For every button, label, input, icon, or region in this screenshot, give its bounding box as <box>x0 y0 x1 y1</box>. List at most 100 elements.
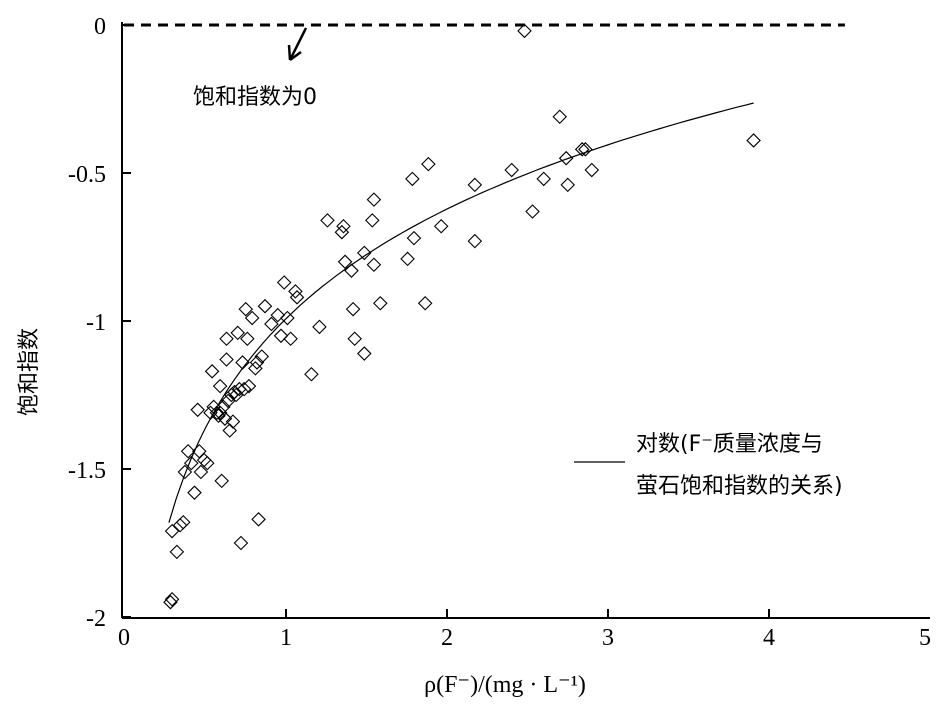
data-point <box>220 393 236 409</box>
x-tick-label: 2 <box>441 625 453 651</box>
data-point <box>212 405 228 421</box>
x-tick-labels: 0 1 2 3 4 5 <box>118 625 931 651</box>
data-point <box>251 512 266 527</box>
data-point <box>320 213 335 228</box>
data-point <box>219 331 234 347</box>
x-ticks <box>285 609 770 618</box>
data-point <box>345 301 361 317</box>
data-point <box>373 295 388 311</box>
annotation-text: 饱和指数为0 <box>193 85 317 110</box>
data-point <box>347 331 362 347</box>
data-point <box>164 591 180 607</box>
data-point <box>270 307 286 323</box>
data-point <box>365 213 380 228</box>
data-point <box>517 23 532 39</box>
y-tick-label: -1 <box>86 310 106 336</box>
data-point <box>187 485 202 500</box>
data-point <box>264 316 279 332</box>
data-point <box>214 473 229 489</box>
data-point <box>217 411 233 426</box>
data-point <box>257 298 273 314</box>
data-point <box>304 367 319 382</box>
legend-label-line1: 对数(F⁻质量浓度与 <box>636 432 823 457</box>
data-point <box>184 455 199 471</box>
data-point <box>417 295 433 311</box>
data-point <box>405 171 420 187</box>
data-point <box>175 515 191 530</box>
x-tick-label: 4 <box>763 625 775 651</box>
x-tick-label: 1 <box>280 625 292 651</box>
data-point <box>288 284 303 299</box>
data-point <box>584 162 600 178</box>
data-point <box>180 443 196 459</box>
data-point <box>238 301 254 317</box>
y-tick-label: 0 <box>94 14 106 40</box>
data-point <box>164 523 180 539</box>
data-point <box>224 387 239 403</box>
data-point <box>336 219 351 234</box>
data-point <box>276 275 292 290</box>
data-point <box>228 387 244 403</box>
data-point <box>574 142 590 157</box>
data-point <box>746 133 761 148</box>
data-point <box>219 352 234 367</box>
data-point <box>177 464 193 480</box>
data-point <box>357 346 372 361</box>
y-tick-label: -2 <box>86 606 106 632</box>
data-point <box>421 156 436 172</box>
data-point <box>337 254 353 270</box>
data-point <box>400 251 415 267</box>
data-point <box>312 319 327 335</box>
data-point <box>433 219 449 234</box>
data-point <box>344 263 359 278</box>
data-point <box>222 423 238 438</box>
data-point <box>249 355 265 370</box>
data-point <box>204 364 220 379</box>
y-tick-label: -0.5 <box>68 162 106 188</box>
data-point <box>357 245 372 261</box>
data-point <box>525 204 540 219</box>
data-point <box>467 233 483 249</box>
data-point <box>236 381 252 397</box>
legend-label-line2: 萤石饱和指数的关系) <box>636 474 843 499</box>
data-point <box>225 414 241 429</box>
data-point <box>283 331 298 347</box>
data-point <box>366 192 382 207</box>
y-ticks <box>122 24 131 618</box>
data-point <box>235 355 250 370</box>
data-point <box>241 378 257 394</box>
data-point <box>578 142 593 157</box>
data-point <box>240 331 255 347</box>
data-point <box>233 535 249 551</box>
x-tick-label: 5 <box>919 625 931 651</box>
y-tick-label: -1.5 <box>68 458 106 484</box>
x-tick-label: 3 <box>602 625 614 651</box>
legend: 对数(F⁻质量浓度与 萤石饱和指数的关系) <box>574 432 843 499</box>
data-point <box>230 325 246 341</box>
data-point <box>552 109 568 125</box>
data-point <box>273 328 289 344</box>
data-point <box>254 349 270 364</box>
x-tick-label: 0 <box>118 625 130 651</box>
data-point <box>169 544 185 560</box>
data-point <box>203 405 218 421</box>
data-point <box>193 464 209 480</box>
data-point <box>248 361 263 376</box>
y-axis-label: 饱和指数 <box>17 328 42 416</box>
data-point <box>172 517 188 533</box>
data-point <box>200 455 215 471</box>
data-point <box>366 257 382 273</box>
data-point <box>280 310 295 326</box>
data-point <box>467 177 483 193</box>
data-point <box>560 177 576 193</box>
y-tick-labels: 0 -0.5 -1 -1.5 -2 <box>68 14 106 632</box>
annotation-arrow <box>287 27 308 62</box>
data-point <box>244 310 260 326</box>
data-point <box>190 402 205 418</box>
data-point <box>334 224 350 240</box>
log-fit-curve <box>168 102 754 523</box>
data-point <box>558 150 574 166</box>
data-point <box>212 378 228 394</box>
data-point <box>406 230 422 246</box>
